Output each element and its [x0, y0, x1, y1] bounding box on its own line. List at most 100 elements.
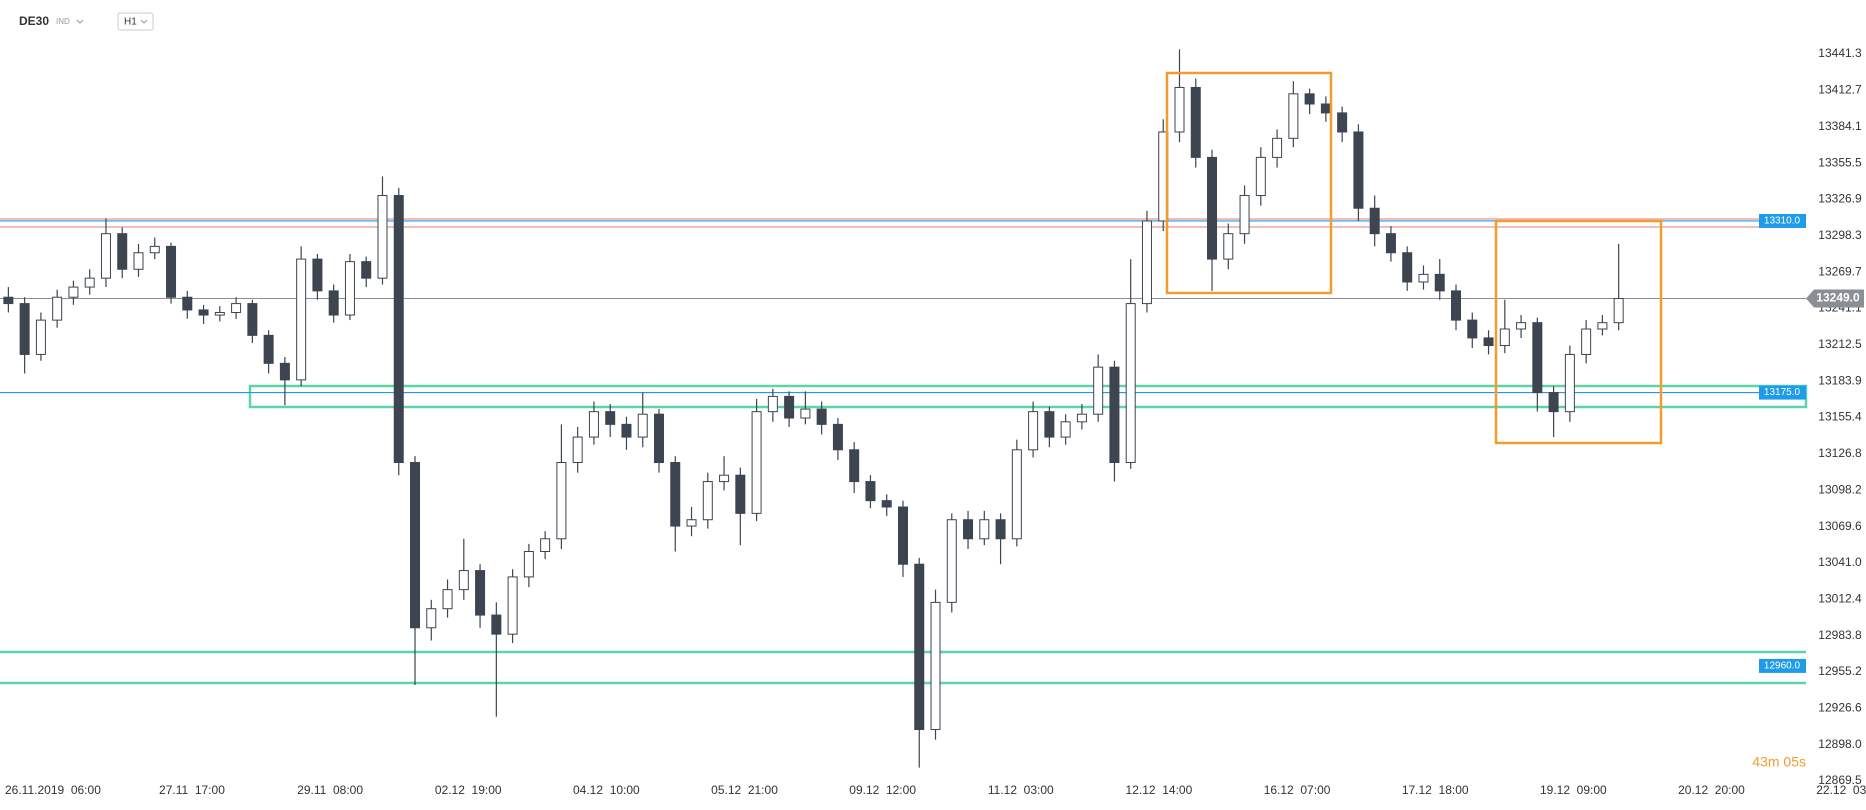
x-tick-label: 20.12 20:00 [1678, 783, 1745, 797]
candle-body [1044, 411, 1055, 438]
candle-body [1337, 112, 1348, 133]
instrument-type: IND [56, 17, 70, 26]
candle-body [735, 474, 746, 514]
candle-body [1353, 131, 1364, 209]
candle-body [849, 449, 860, 483]
candle-body [507, 576, 518, 635]
candle-body [946, 519, 957, 603]
y-tick-label: 13098.2 [1818, 482, 1862, 496]
candle-body [1369, 207, 1380, 235]
candle-body [930, 601, 941, 730]
candle-body [1060, 421, 1071, 438]
highlight-box [1165, 71, 1333, 295]
candle-body [1174, 86, 1185, 133]
candle-body [377, 195, 388, 279]
candle-body [588, 411, 599, 438]
candle-body [361, 261, 372, 279]
candle-body [100, 233, 111, 279]
candle-body [1076, 413, 1087, 423]
y-tick-label: 13155.4 [1818, 410, 1862, 424]
candle-body [1548, 392, 1559, 413]
candle-body [1581, 328, 1592, 355]
candle-body [1190, 86, 1201, 158]
y-tick-label: 13298.3 [1818, 228, 1862, 242]
candle-body [68, 286, 79, 298]
candle-body [1288, 93, 1299, 139]
candle-body [1532, 322, 1543, 394]
candle-body [35, 319, 46, 355]
x-tick-label: 09.12 12:00 [849, 783, 916, 797]
dropdown-arrow[interactable] [140, 19, 148, 24]
y-tick-label: 13069.6 [1818, 519, 1862, 533]
candle-body [410, 462, 421, 629]
x-tick-label: 27.11 17:00 [159, 783, 225, 797]
y-tick-label: 12955.2 [1818, 664, 1862, 678]
level-label: 13175.0 [1764, 387, 1801, 398]
candle-body [52, 296, 63, 321]
timeframe-box[interactable] [117, 12, 154, 31]
dropdown-arrow[interactable] [76, 19, 84, 24]
candle-body [686, 519, 697, 527]
level-label: 13310.0 [1764, 216, 1801, 227]
candle-body [1385, 233, 1396, 254]
candle-body [1418, 273, 1429, 283]
candle-body [1402, 252, 1413, 283]
level-label-box [1759, 213, 1806, 228]
candle-body [1320, 103, 1331, 114]
x-tick-label: 05.12 21:00 [711, 783, 778, 797]
candle-body [572, 436, 583, 464]
x-tick-label: 22.12 03:00 [1816, 783, 1866, 797]
y-tick-label: 13212.5 [1818, 337, 1862, 351]
candle-body [523, 550, 534, 578]
candle-body [328, 290, 339, 316]
candle-body [1564, 353, 1575, 413]
candle-body [1255, 156, 1266, 197]
candle-body [296, 258, 307, 381]
level-label-box [1759, 658, 1806, 673]
plot [0, 49, 1806, 768]
candle-body [1011, 449, 1022, 540]
candle-body [1093, 366, 1104, 415]
candle-body [832, 423, 843, 451]
candle-body [963, 519, 974, 540]
candle-body [1499, 328, 1510, 347]
y-tick-label: 13183.9 [1818, 373, 1862, 387]
candle-body [1125, 303, 1136, 464]
candle-body [84, 277, 95, 288]
y-tick-label: 13355.5 [1818, 155, 1862, 169]
candle-body [881, 500, 892, 508]
candle-body [784, 395, 795, 419]
candle-body [166, 245, 177, 298]
y-tick-label: 13126.8 [1818, 446, 1862, 460]
candle-body [1304, 93, 1315, 105]
highlight-box [1494, 219, 1663, 445]
candle-body [19, 303, 30, 355]
y-tick-label: 12869.5 [1818, 773, 1862, 787]
candle-body [556, 462, 567, 540]
x-tick-label: 16.12 07:00 [1264, 783, 1331, 797]
candle-body [1028, 411, 1039, 451]
candle-body [475, 570, 486, 616]
x-tick-label: 02.12 19:00 [435, 783, 502, 797]
candle-body [1141, 220, 1152, 305]
candle-body [1613, 298, 1624, 324]
candle-body [751, 411, 762, 514]
candle-body [247, 303, 258, 336]
candle-body [344, 261, 355, 316]
candle-body [914, 563, 925, 730]
candle-body [1223, 233, 1234, 260]
candle-body [149, 245, 160, 254]
y-tick-label: 12898.0 [1818, 737, 1862, 751]
candle-body [1483, 337, 1494, 347]
candle-body [702, 481, 713, 521]
candle-body [605, 411, 616, 425]
candle-body [540, 538, 551, 552]
timeframe[interactable]: H1 [124, 17, 137, 28]
symbol[interactable]: DE30 [19, 14, 49, 28]
candle-body [1109, 366, 1120, 464]
y-tick-label: 13384.1 [1818, 119, 1862, 133]
candle-body [719, 474, 730, 483]
candle-body [1434, 273, 1445, 292]
candle-body [979, 519, 990, 540]
